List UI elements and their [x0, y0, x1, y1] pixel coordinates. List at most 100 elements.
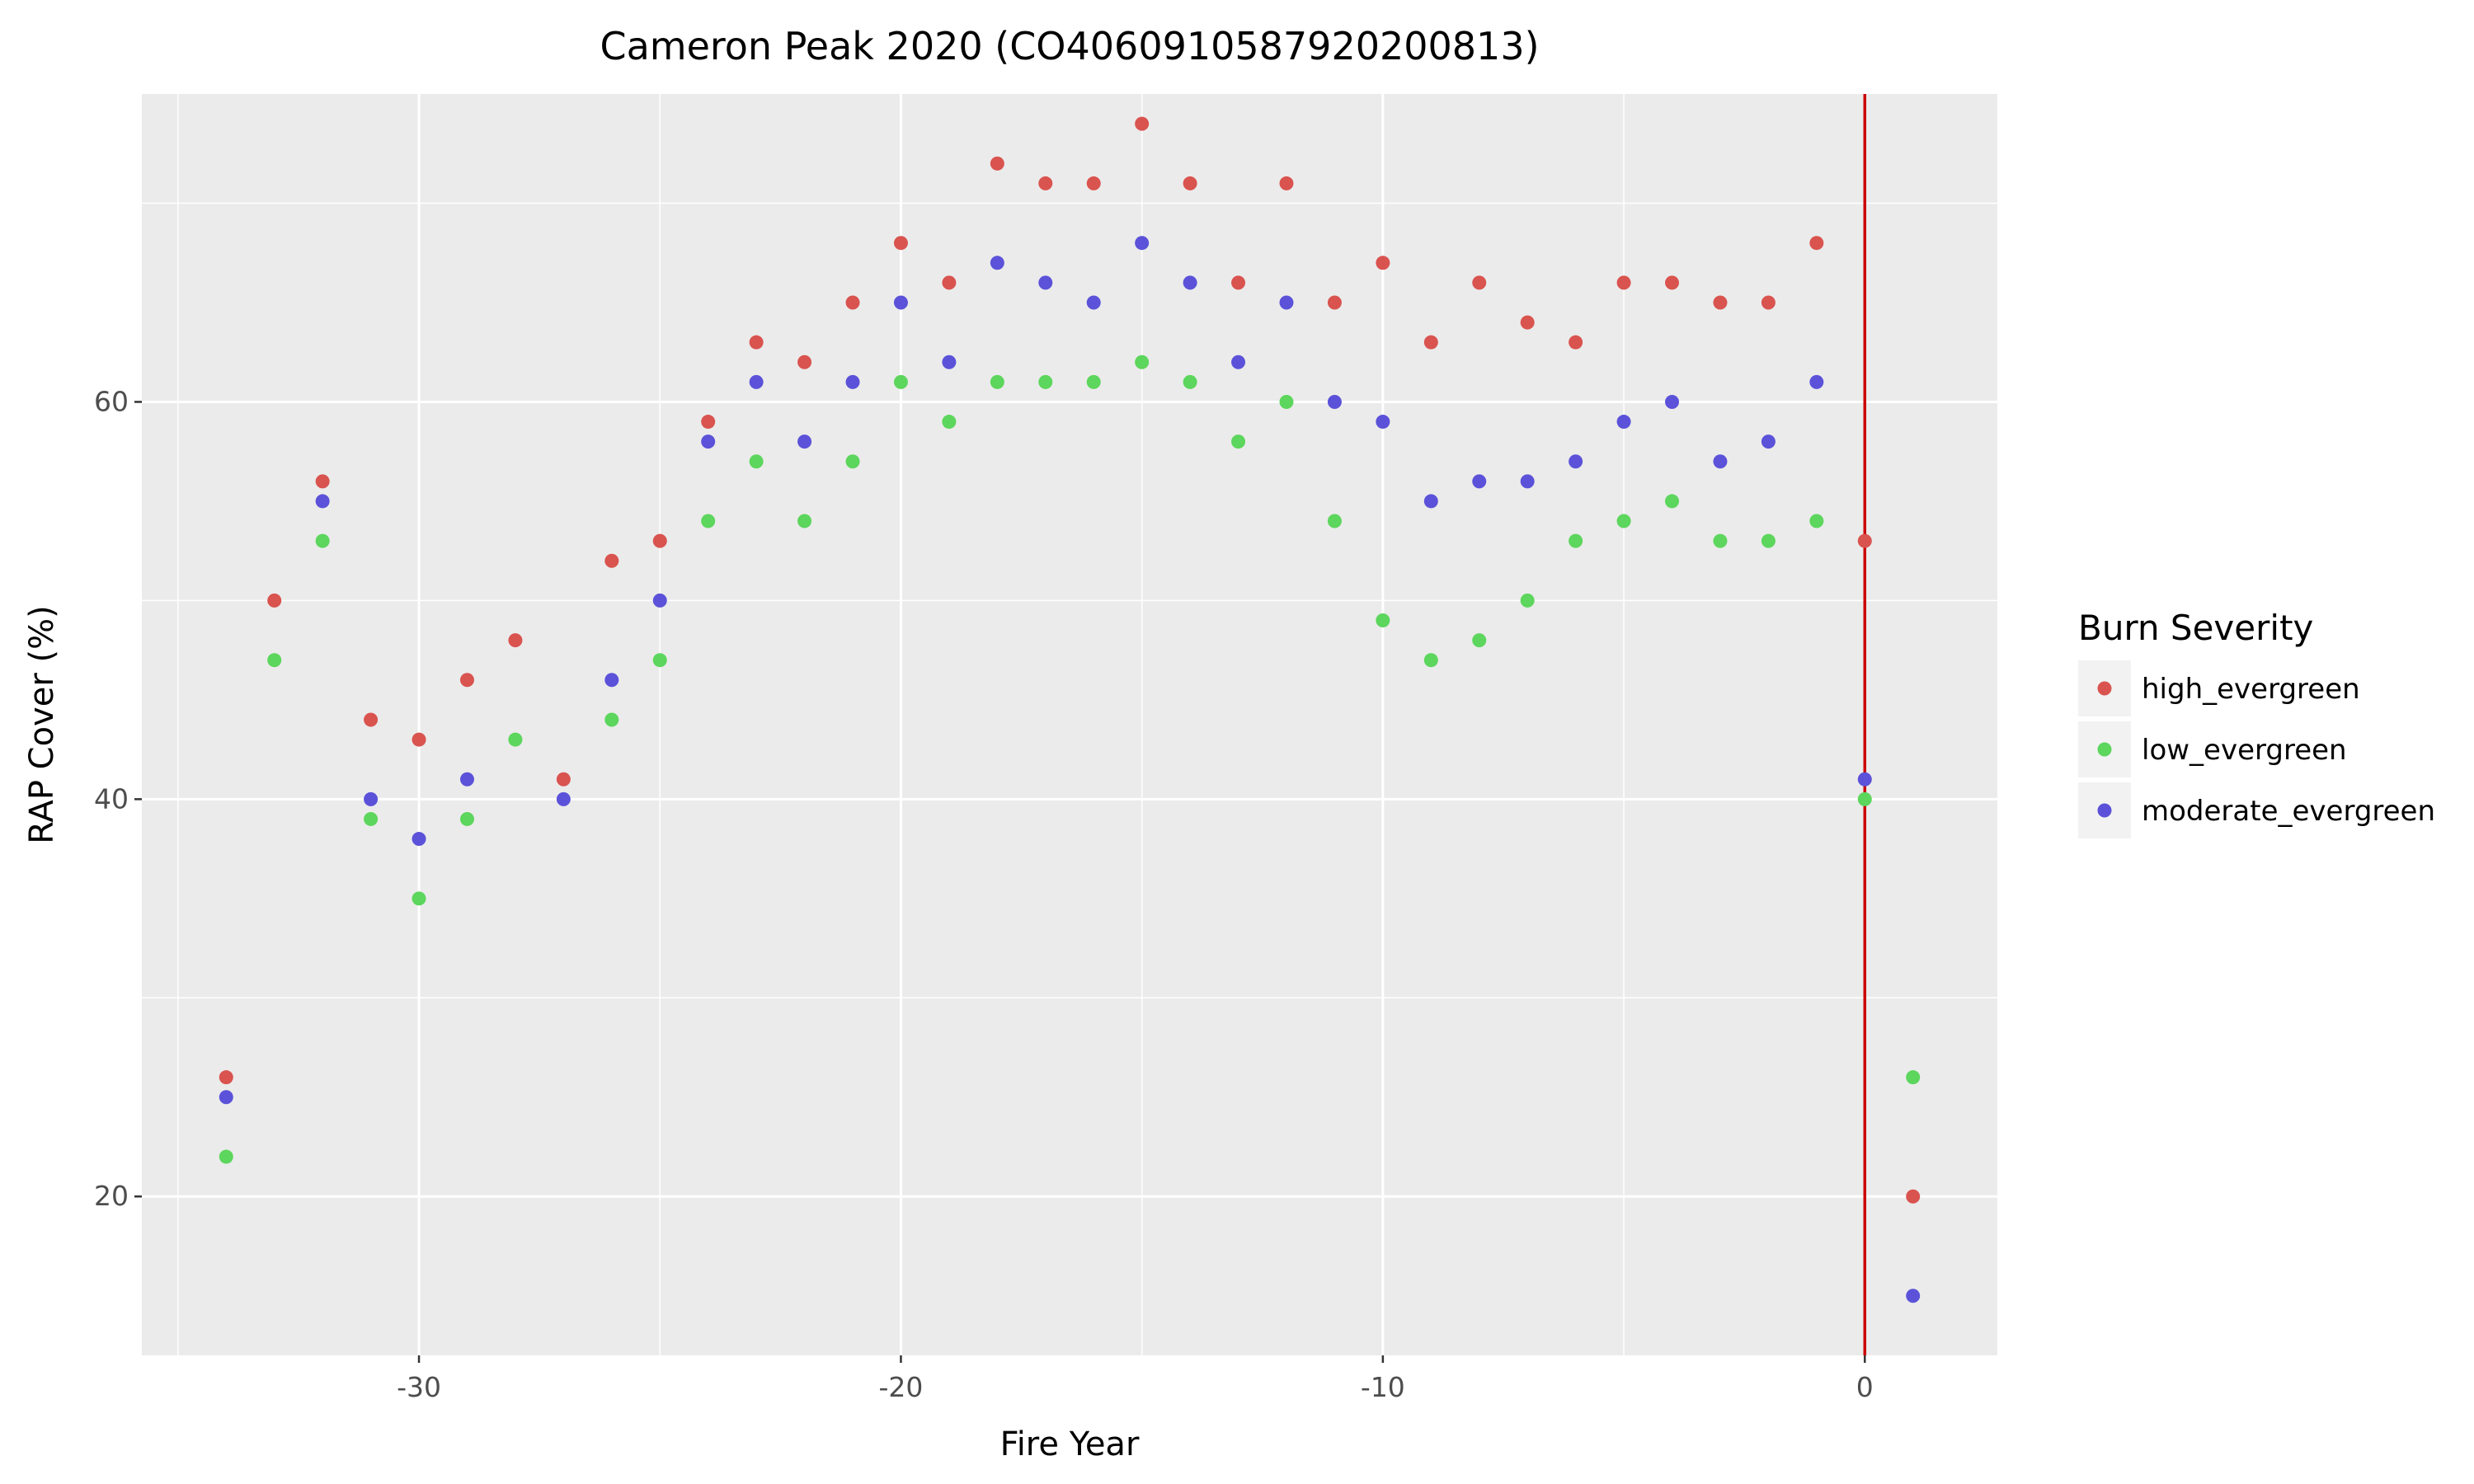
data-point	[1231, 355, 1246, 369]
data-point	[1761, 434, 1776, 449]
data-point	[1376, 415, 1390, 430]
data-point	[1183, 374, 1197, 389]
data-point	[412, 732, 426, 747]
data-point	[1327, 295, 1342, 310]
data-point	[556, 791, 571, 806]
legend-marker	[2097, 742, 2112, 757]
data-point	[1906, 1070, 1921, 1085]
data-point	[1135, 236, 1150, 251]
data-point	[1809, 236, 1824, 251]
x-axis-ticks: -30 -20 -10 0	[397, 1355, 1874, 1403]
data-point	[1569, 335, 1583, 350]
data-point	[701, 415, 716, 430]
data-point	[1809, 374, 1824, 389]
legend-title: Burn Severity	[2078, 608, 2313, 648]
data-point	[893, 374, 908, 389]
data-point	[652, 593, 667, 608]
data-point	[364, 811, 379, 826]
data-point	[508, 732, 523, 747]
data-point	[1279, 394, 1294, 409]
data-point	[1569, 533, 1583, 548]
data-point	[1857, 791, 1872, 806]
data-point	[1423, 653, 1438, 668]
minor-gridlines	[142, 94, 1997, 1355]
data-point	[219, 1090, 233, 1105]
data-point	[604, 712, 619, 727]
data-point	[797, 514, 812, 528]
legend-label: low_evergreen	[2142, 734, 2347, 767]
data-point	[1376, 256, 1390, 270]
data-point	[749, 374, 764, 389]
y-tick-label: 60	[94, 385, 129, 417]
data-point	[412, 832, 426, 847]
data-point	[1616, 514, 1631, 528]
data-point	[1472, 474, 1487, 489]
data-point	[845, 454, 860, 469]
data-point	[604, 673, 619, 688]
data-point	[1713, 295, 1728, 310]
data-point	[219, 1149, 233, 1164]
x-tick-label: -30	[397, 1371, 441, 1403]
x-tick-label: -20	[879, 1371, 924, 1403]
series-low_evergreen	[219, 355, 1921, 1164]
data-point	[1713, 454, 1728, 469]
data-point	[412, 891, 426, 906]
data-point	[1472, 633, 1487, 648]
plot-panel	[142, 94, 1997, 1355]
legend-items: high_evergreen low_evergreen moderate_ever…	[2078, 660, 2435, 838]
data-point	[701, 514, 716, 528]
data-point	[942, 355, 957, 369]
data-point	[508, 633, 523, 648]
data-point	[1376, 613, 1390, 628]
data-point	[1327, 394, 1342, 409]
data-point	[1038, 176, 1053, 190]
x-tick-label: 0	[1856, 1371, 1874, 1403]
y-tick-label: 20	[94, 1180, 129, 1212]
data-point	[652, 533, 667, 548]
data-point	[1761, 295, 1776, 310]
data-point	[701, 434, 716, 449]
data-point	[1665, 275, 1680, 290]
data-point	[1231, 275, 1246, 290]
data-point	[1086, 295, 1101, 310]
series-moderate_evergreen	[219, 236, 1921, 1303]
data-point	[893, 295, 908, 310]
data-point	[1279, 295, 1294, 310]
data-point	[1183, 176, 1197, 190]
data-point	[1809, 514, 1824, 528]
data-point	[749, 335, 764, 350]
data-point	[315, 494, 330, 509]
x-tick-label: -10	[1361, 1371, 1405, 1403]
data-point	[1423, 335, 1438, 350]
legend-label: high_evergreen	[2142, 673, 2360, 706]
data-point	[797, 434, 812, 449]
data-point	[315, 533, 330, 548]
data-point	[604, 553, 619, 568]
data-points	[219, 116, 1921, 1303]
data-point	[1906, 1189, 1921, 1204]
y-axis-ticks: 20 40 60	[94, 385, 142, 1212]
data-point	[845, 295, 860, 310]
data-point	[1520, 474, 1535, 489]
data-point	[1569, 454, 1583, 469]
data-point	[1135, 355, 1150, 369]
legend: Burn Severity high_evergreen low_evergree…	[2078, 608, 2435, 838]
data-point	[1616, 275, 1631, 290]
data-point	[364, 712, 379, 727]
data-point	[1231, 434, 1246, 449]
data-point	[1906, 1289, 1921, 1303]
y-axis-title: RAP Cover (%)	[23, 605, 61, 843]
x-axis-title: Fire Year	[1000, 1425, 1140, 1463]
data-point	[797, 355, 812, 369]
data-point	[1520, 315, 1535, 330]
data-point	[1086, 374, 1101, 389]
data-point	[1520, 593, 1535, 608]
data-point	[1761, 533, 1776, 548]
data-point	[1665, 494, 1680, 509]
data-point	[990, 374, 1004, 389]
data-point	[1183, 275, 1197, 290]
legend-marker	[2097, 803, 2112, 818]
data-point	[749, 454, 764, 469]
data-point	[1665, 394, 1680, 409]
